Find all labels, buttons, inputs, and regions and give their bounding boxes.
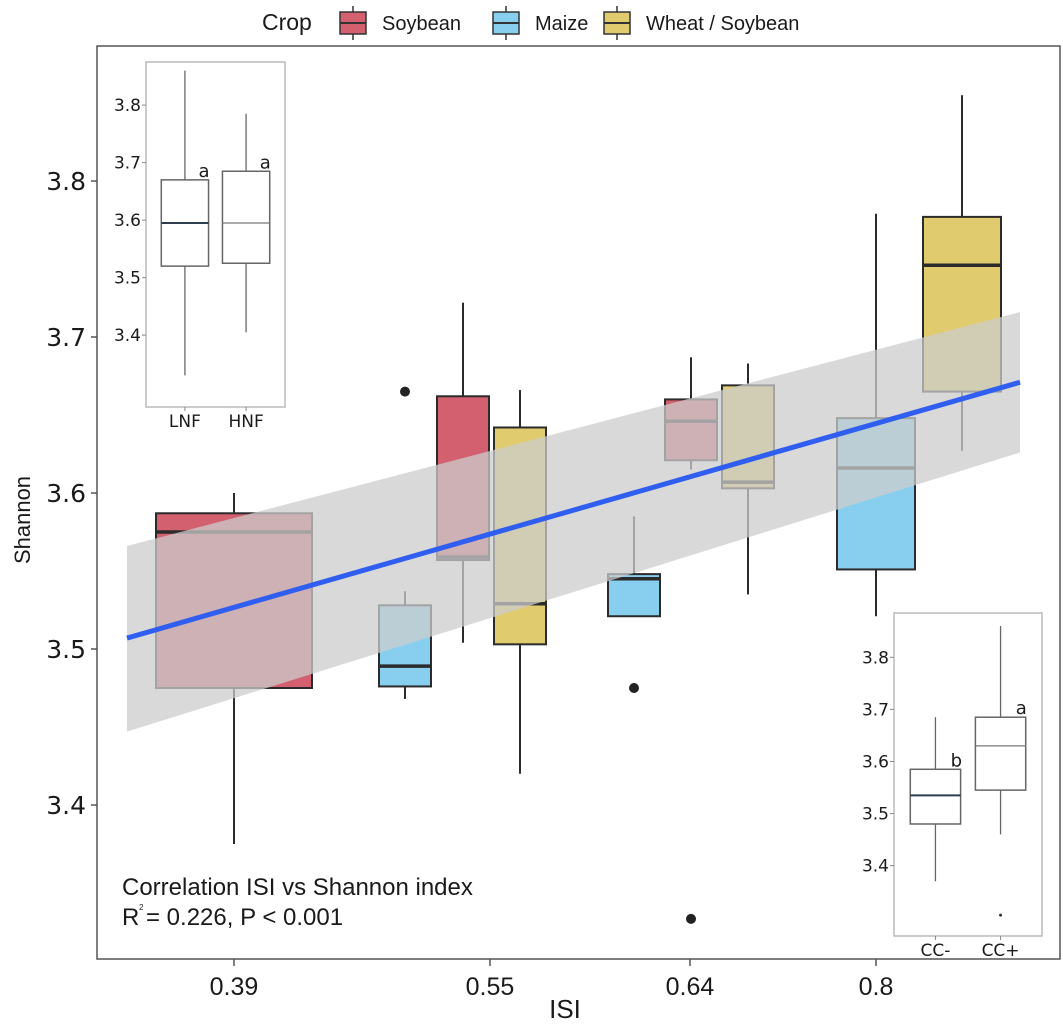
legend-title: Crop [262,9,312,35]
inset-box-iqr [909,768,962,825]
legend: Crop Soybean Maize Wheat / Soybean [262,6,799,40]
y-tick-label: 3.6 [46,479,86,508]
inset-y-tick-label: 3.8 [862,648,889,668]
significance-letter: a [199,161,210,182]
legend-item-wheat-soybean: Wheat / Soybean [603,6,799,40]
inset-cover-crop: 3.4 3.5 3.6 3.7 3.8 b CC-a CC+ [862,612,1043,961]
confidence-band [127,312,1020,732]
x-tick-label: 0.8 [859,973,894,1001]
plot-panel-border [96,45,1061,960]
inset-box-iqr [974,716,1027,791]
inset-y-tick-label: 3.5 [862,805,889,825]
outlier-point [686,913,696,924]
inset-x-tick-label: CC+ [982,941,1020,961]
y-tick-label: 3.8 [46,167,86,196]
x-tick-label: 0.39 [210,973,259,1001]
y-tick-label: 3.4 [46,791,86,820]
significance-letter: b [951,750,962,771]
inset-y-tick-label: 3.4 [114,326,141,346]
inset-y-tick-label: 3.4 [862,857,889,877]
x-axis-label: ISI [549,994,581,1024]
significance-letter: a [1016,698,1027,719]
y-axis: 3.4 3.5 3.6 3.7 3.8 [46,167,97,820]
annotation-line1: Correlation ISI vs Shannon index [122,874,473,901]
inset-x-tick-label: CC- [921,941,951,961]
box-iqr [607,573,661,618]
legend-item-soybean: Soybean [339,6,461,40]
inset-box-ccplus: a CC+ [974,626,1027,961]
inset-y-tick-label: 3.6 [862,752,889,772]
inset-box-ccminus: b CC- [909,717,962,961]
regression-line [126,379,1021,641]
x-tick-label: 0.55 [466,973,515,1001]
annotation-line2: = 0.226, P < 0.001 [146,904,343,931]
inset-outlier-point [999,913,1003,917]
legend-label: Maize [535,13,588,35]
legend-label: Wheat / Soybean [646,13,799,35]
inset-nitrogen-fertilization: 3.4 3.5 3.6 3.7 3.8 a LNF a HNF [114,61,286,432]
legend-label: Soybean [382,13,461,35]
y-tick-label: 3.7 [46,323,86,352]
inset-y-tick-label: 3.7 [862,700,889,720]
x-axis: 0.39 0.55 0.64 0.8 [210,959,894,1001]
outlier-point [400,386,410,397]
inset-x-tick-label: HNF [228,412,263,432]
inset-box-hnf: a HNF [221,113,271,432]
y-tick-label: 3.5 [46,635,86,664]
annotation-r-label: R [122,904,139,931]
outlier-point [629,683,639,693]
legend-item-maize: Maize [492,6,588,40]
x-tick-label: 0.64 [666,973,715,1001]
inset-y-tick-label: 3.8 [114,96,141,116]
inset-box-lnf: a LNF [160,70,210,432]
inset-box-iqr [221,170,271,264]
correlation-annotation: Correlation ISI vs Shannon index R 2 = 0… [122,874,473,931]
y-axis-label: Shannon [10,476,35,564]
significance-letter: a [260,152,271,173]
inset-y-tick-label: 3.7 [114,154,141,174]
inset-y-tick-label: 3.5 [114,269,141,289]
inset-x-tick-label: LNF [169,412,201,432]
annotation-r-superscript: 2 [139,903,144,912]
inset-y-tick-label: 3.6 [114,211,141,231]
